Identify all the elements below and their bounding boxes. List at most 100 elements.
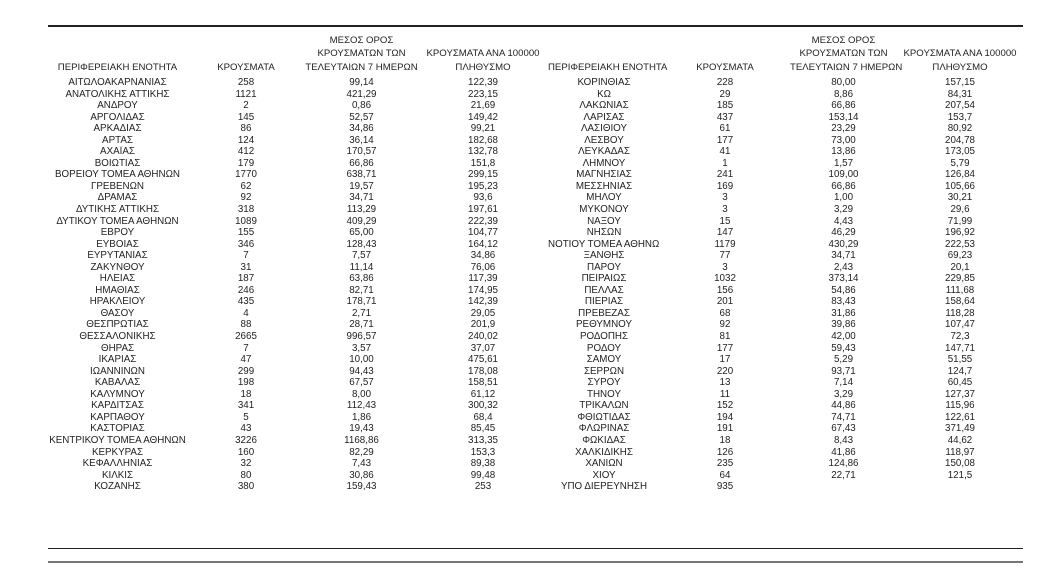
right-cases-per-100k: 84,31: [947, 88, 973, 100]
table-row: ΘΑΣΟΥ 4 2,71 29,05 ΠΡΕΒΕΖΑΣ 68 31,86 118,28: [48, 308, 1023, 320]
header-region-left: ΠΕΡΙΦΕΡΕΙΑΚΗ ΕΝΟΤΗΤΑ: [57, 61, 178, 73]
left-cases-per-100k: 117,39: [468, 273, 498, 285]
right-region-name: ΧΑΛΚΙΔΙΚΗΣ: [575, 446, 633, 458]
right-avg-7-days: 59,43: [831, 342, 856, 354]
right-avg-7-days: 8,43: [833, 434, 854, 446]
left-avg-7-days: 421,29: [346, 88, 377, 100]
bottom-rule-thick: [48, 561, 1023, 563]
header-cases-left: ΚΡΟΥΣΜΑΤΑ: [217, 61, 275, 73]
right-cases-per-100k: 111,68: [945, 284, 975, 296]
right-cases: 81: [719, 331, 731, 343]
right-avg-7-days: 1,57: [833, 157, 854, 169]
right-avg-7-days: 44,86: [831, 400, 856, 412]
right-cases-per-100k: 30,21: [947, 192, 973, 204]
right-region-name: ΠΕΙΡΑΙΩΣ: [581, 273, 627, 285]
table-row: ΑΝΔΡΟΥ 2 0,86 21,69 ΛΑΚΩΝΙΑΣ 185 66,86 207,54: [48, 100, 1023, 112]
left-cases-per-100k: 93,6: [473, 192, 493, 204]
table-row: ΚΑΒΑΛΑΣ 198 67,57 158,51 ΣΥΡΟΥ 13 7,14 60,45: [48, 377, 1023, 389]
right-cases: 177: [716, 342, 734, 354]
right-cases: 68: [719, 307, 731, 319]
left-avg-7-days: 10,00: [349, 354, 374, 366]
right-cases-per-100k: 69,23: [947, 250, 973, 262]
left-region-name: ΗΡΑΚΛΕΙΟΥ: [89, 296, 146, 308]
header-text: ΚΡΟΥΣΜΑΤΑ ΑΝΑ 100000: [903, 48, 1017, 60]
header-text: ΚΡΟΥΣΜΑΤΩΝ ΤΩΝ: [317, 48, 406, 60]
right-avg-7-days: 2,43: [833, 261, 854, 273]
right-cases-per-100k: 122,61: [945, 411, 975, 423]
left-cases-per-100k: 142,39: [468, 296, 498, 308]
left-cases: 62: [240, 180, 252, 192]
left-cases-per-100k: 151,8: [470, 157, 496, 169]
left-region-name: ΙΩΑΝΝΙΝΩΝ: [90, 365, 145, 377]
left-region-name: ΗΜΑΘΙΑΣ: [95, 284, 140, 296]
table-row: ΚΕΦΑΛΛΗΝΙΑΣ 32 7,43 89,38 ΧΑΝΙΩΝ 235 124,86 150…: [48, 458, 1023, 470]
left-region-name: ΘΗΡΑΣ: [100, 342, 135, 354]
left-region-name: ΑΡΤΑΣ: [102, 134, 133, 146]
right-region-name: ΡΟΔΟΥ: [586, 342, 622, 354]
left-avg-7-days: 11,14: [349, 261, 374, 273]
header-avg-right: ΜΕΣΟΣ ΟΡΟΣ ΚΡΟΥΣΜΑΤΩΝ ΤΩΝ ΤΕΛΕΥΤΑΙΩΝ 7 Η…: [790, 33, 902, 74]
right-cases: 61: [719, 123, 731, 135]
right-avg-7-days: 13,86: [831, 146, 856, 158]
right-region-name: ΛΑΡΙΣΑΣ: [583, 111, 625, 123]
right-avg-7-days: 5,29: [833, 354, 854, 366]
left-region-name: ΒΟΡΕΙΟΥ ΤΟΜΕΑ ΑΘΗΝΩΝ: [55, 169, 180, 181]
right-region-name: ΠΡΕΒΕΖΑΣ: [578, 307, 630, 319]
right-cases: 228: [716, 77, 734, 88]
right-cases-per-100k: 121,5: [947, 469, 973, 481]
right-avg-7-days: 66,86: [831, 180, 856, 192]
left-cases-per-100k: 178,08: [468, 365, 498, 377]
right-cases: 77: [719, 250, 731, 262]
right-avg-7-days: 80,00: [831, 77, 856, 88]
table-row: ΚΕΝΤΡΙΚΟΥ ΤΟΜΕΑ ΑΘΗΝΩΝ 3226 1168,86 313,35 Φ…: [48, 435, 1023, 447]
right-avg-7-days: 7,14: [833, 377, 854, 389]
table-row: ΚΟΖΑΝΗΣ 380 159,43 253 ΥΠΟ ΔΙΕΡΕΥΝΗΣΗ 935: [48, 481, 1023, 493]
table-row: ΑΙΤΩΛΟΑΚΑΡΝΑΝΙΑΣ 258 99,14 122,39 ΚΟΡΙΝΘΙΑΣ 2…: [48, 74, 1023, 89]
left-region-name: ΑΙΤΩΛΟΑΚΑΡΝΑΝΙΑΣ: [68, 77, 167, 88]
right-cases: 935: [716, 481, 734, 493]
header-text: ΠΛΗΘΥΣΜΟ: [455, 61, 511, 73]
table-row: ΚΑΡΔΙΤΣΑΣ 341 112,43 300,32 ΤΡΙΚΑΛΩΝ 152 44,86…: [48, 400, 1023, 412]
bottom-rule: [48, 548, 1023, 549]
right-avg-7-days: 74,71: [831, 411, 856, 423]
right-avg-7-days: 54,86: [831, 284, 856, 296]
left-cases: 160: [237, 446, 255, 458]
right-cases: 235: [716, 458, 734, 470]
left-region-name: ΔΥΤΙΚΟΥ ΤΟΜΕΑ ΑΘΗΝΩΝ: [56, 215, 179, 227]
right-cases-per-100k: 371,49: [945, 423, 975, 435]
left-region-name: ΕΒΡΟΥ: [100, 227, 135, 239]
left-region-name: ΓΡΕΒΕΝΩΝ: [90, 180, 144, 192]
left-cases: 258: [237, 77, 255, 88]
right-cases: 177: [716, 134, 734, 146]
left-region-name: ΑΡΓΟΛΙΔΑΣ: [90, 111, 145, 123]
right-cases-per-100k: 107,47: [945, 319, 975, 331]
left-cases: 435: [237, 296, 255, 308]
right-cases: 41: [719, 146, 731, 158]
table-row: ΑΡΤΑΣ 124 36,14 182,68 ΛΕΣΒΟΥ 177 73,00 204,78: [48, 135, 1023, 147]
left-avg-7-days: 0,86: [351, 100, 372, 112]
right-cases: 126: [716, 446, 734, 458]
left-cases-per-100k: 29,05: [470, 307, 496, 319]
header-text: ΚΡΟΥΣΜΑΤΩΝ ΤΩΝ: [799, 48, 888, 60]
left-cases-per-100k: 85,45: [470, 423, 496, 435]
left-cases: 1121: [235, 88, 257, 100]
left-avg-7-days: 996,57: [346, 331, 377, 343]
right-region-name: ΞΑΝΘΗΣ: [583, 250, 625, 262]
left-cases-per-100k: 253: [474, 481, 492, 493]
right-cases-per-100k: 229,85: [945, 273, 975, 285]
left-region-name: ΑΧΑΪΑΣ: [100, 146, 135, 158]
left-avg-7-days: 3,57: [351, 342, 372, 354]
table-row: ΑΡΓΟΛΙΔΑΣ 145 52,57 149,42 ΛΑΡΙΣΑΣ 437 153,14 1…: [48, 112, 1023, 124]
left-cases-per-100k: 153,3: [470, 446, 496, 458]
table-row: ΘΕΣΠΡΩΤΙΑΣ 88 28,71 201,9 ΡΕΘΥΜΝΟΥ 92 39,86 107…: [48, 319, 1023, 331]
table-row: ΘΕΣΣΑΛΟΝΙΚΗΣ 2665 996,57 240,02 ΡΟΔΟΠΗΣ 81 42,…: [48, 331, 1023, 343]
right-cases-per-100k: 126,84: [945, 169, 975, 181]
left-avg-7-days: 34,86: [349, 123, 374, 135]
left-avg-7-days: 28,71: [349, 319, 374, 331]
right-region-name: ΜΕΣΣΗΝΙΑΣ: [575, 180, 633, 192]
right-cases-per-100k: 71,99: [947, 215, 973, 227]
header-text: ΜΕΣΟΣ ΟΡΟΣ: [329, 35, 394, 47]
right-avg-7-days: 109,00: [828, 169, 859, 181]
table-row: ΙΚΑΡΙΑΣ 47 10,00 475,61 ΣΑΜΟΥ 17 5,29 51,55: [48, 354, 1023, 366]
left-avg-7-days: 99,14: [349, 77, 374, 88]
